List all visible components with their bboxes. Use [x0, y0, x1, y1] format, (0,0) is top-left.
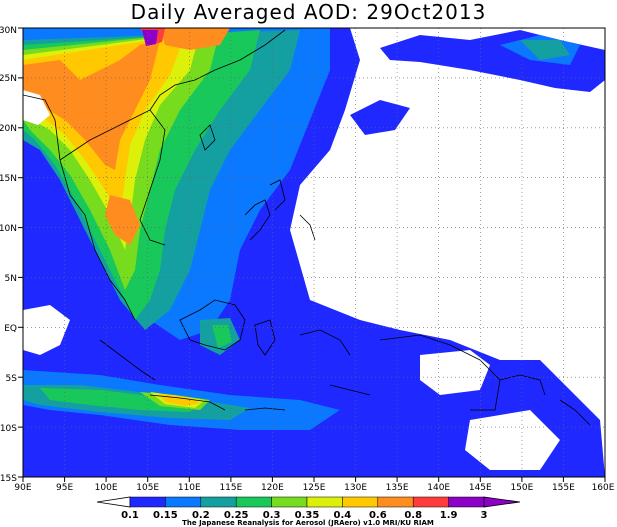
aod-region-orange: [23, 40, 160, 170]
gridlines: [23, 28, 605, 477]
aod-clean-area: [23, 305, 70, 355]
colorbar-swatch: [235, 496, 272, 508]
lat-label: 15S: [0, 474, 17, 484]
aod-region-purple: [142, 30, 158, 46]
lat-label: 30N: [0, 26, 17, 36]
colorbar-label: 0.35: [295, 510, 320, 521]
lon-labels: 90E 95E 100E 105E 110E 115E 120E 125E 13…: [14, 483, 614, 493]
colorbar-label: 3: [481, 510, 488, 521]
colorbar-swatch: [165, 496, 202, 508]
aod-region-green: [212, 325, 232, 348]
colorbar-swatch: [306, 496, 343, 508]
lon-label: 130E: [344, 483, 367, 493]
lat-label: 25N: [0, 74, 17, 84]
colorbar-label: 0.6: [369, 510, 387, 521]
aod-region-teal: [520, 40, 570, 60]
colorbar-low-arrow: [96, 496, 131, 508]
lat-label: EQ: [4, 324, 17, 334]
colorbar-label: 0.1: [121, 510, 139, 521]
colorbar-label: 0.4: [334, 510, 352, 521]
lat-label: 10S: [0, 424, 17, 434]
aod-clean-area: [23, 90, 50, 125]
lat-label: 15N: [0, 174, 17, 184]
lon-label: 120E: [261, 483, 284, 493]
colorbar-swatch: [200, 496, 237, 508]
lon-label: 155E: [552, 483, 575, 493]
colorbar-label: 0.2: [192, 510, 210, 521]
aod-clean-area: [465, 410, 560, 470]
lat-label: 5N: [5, 274, 17, 284]
lat-label: 10N: [0, 224, 17, 234]
aod-region-orange: [105, 195, 140, 245]
colorbar-swatch: [377, 496, 414, 508]
data-credit: The Japanese Reanalysis for Aerosol (JRA…: [182, 519, 434, 527]
colorbar-swatch: [448, 496, 485, 508]
lon-label: 100E: [95, 483, 118, 493]
colorbar-high-arrow: [483, 496, 521, 508]
axis-ticks: [18, 27, 606, 482]
aod-clean-area: [420, 350, 490, 395]
colorbar-swatch: [129, 496, 166, 508]
colorbar-label: 1.9: [440, 510, 458, 521]
colorbar-swatch: [412, 496, 449, 508]
lon-label: 115E: [219, 483, 242, 493]
lon-label: 90E: [14, 483, 31, 493]
lat-label: 5S: [6, 374, 18, 384]
lon-label: 125E: [303, 483, 326, 493]
lon-label: 145E: [469, 483, 492, 493]
aod-region-blue: [350, 100, 410, 135]
colorbar-label: 0.25: [224, 510, 249, 521]
lon-label: 135E: [386, 483, 409, 493]
lon-label: 150E: [510, 483, 533, 493]
colorbar-swatch: [271, 496, 308, 508]
colorbar-label: 0.15: [153, 510, 178, 521]
aod-region-orange: [160, 28, 230, 50]
lon-label: 140E: [427, 483, 450, 493]
colorbar-label: 0.8: [404, 510, 422, 521]
lat-labels: 30N 25N 20N 15N 10N 5N EQ 5S 10S 15S: [0, 26, 17, 484]
lat-label: 20N: [0, 124, 17, 134]
map-title: Daily Averaged AOD: 29Oct2013: [130, 0, 487, 24]
lon-label: 110E: [178, 483, 201, 493]
lon-label: 160E: [592, 483, 615, 493]
colorbar-swatch: [342, 496, 379, 508]
colorbar: 0.1 0.15 0.2 0.25 0.3 0.35 0.4 0.6 0.8 1…: [96, 496, 521, 521]
colorbar-label: 0.3: [263, 510, 281, 521]
lon-label: 95E: [56, 483, 73, 493]
lon-label: 105E: [136, 483, 159, 493]
